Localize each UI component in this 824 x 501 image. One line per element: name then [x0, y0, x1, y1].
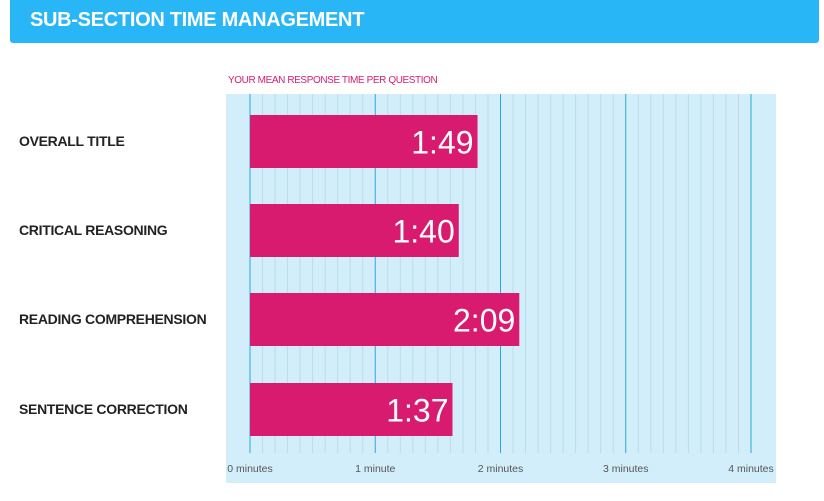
- bar-data-label: 1:40: [392, 214, 454, 250]
- category-label: CRITICAL REASONING: [19, 221, 168, 238]
- x-tick-label: 4 minutes: [728, 463, 774, 475]
- x-tick-label: 2 minutes: [478, 463, 524, 475]
- bar-data-label: 1:49: [411, 125, 473, 161]
- bar: [250, 293, 520, 346]
- bar: [250, 204, 459, 257]
- category-label: READING COMPREHENSION: [19, 310, 207, 327]
- section-title: SUB-SECTION TIME MANAGEMENT: [30, 9, 365, 31]
- category-label: OVERALL TITLE: [19, 132, 125, 149]
- chart-title: YOUR MEAN RESPONSE TIME PER QUESTION: [228, 75, 438, 86]
- x-tick-label: 0 minutes: [227, 463, 273, 475]
- bar: [250, 383, 453, 436]
- section-header: SUB-SECTION TIME MANAGEMENT: [10, 0, 819, 43]
- x-tick-label: 3 minutes: [603, 463, 649, 475]
- bar-data-label: 2:09: [453, 303, 515, 339]
- category-label: SENTENCE CORRECTION: [19, 400, 188, 417]
- bar: [250, 115, 478, 168]
- x-tick-label: 1 minute: [355, 463, 395, 475]
- bar-data-label: 1:37: [386, 393, 448, 429]
